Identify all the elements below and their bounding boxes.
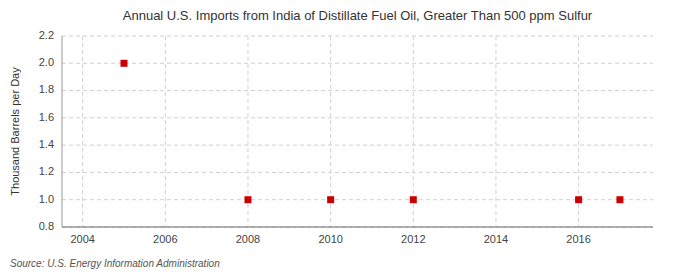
y-grid-line	[62, 117, 653, 118]
y-tick-label: 2.0	[39, 56, 54, 68]
y-tick-label: 1.6	[39, 111, 54, 123]
y-tick-label: 1.0	[39, 193, 54, 205]
x-tick-label: 2016	[566, 233, 590, 245]
x-tick-label: 2012	[401, 233, 425, 245]
chart: 0.8 1.0 1.2 1.4 1.6 1.8 2.0 2.2 2004 2006 2008 2010…	[0, 0, 675, 275]
y-grid-line	[62, 172, 653, 173]
point	[616, 196, 623, 203]
grid	[62, 36, 653, 227]
y-tick-label: 1.8	[39, 83, 54, 95]
chart-container: 0.8 1.0 1.2 1.4 1.6 1.8 2.0 2.2 2004 2006 2008 2010…	[0, 0, 675, 275]
x-grid-line	[165, 36, 166, 227]
y-tick-label: 0.8	[39, 220, 54, 232]
y-grid-line	[62, 199, 653, 200]
x-axis-line	[62, 227, 653, 228]
y-grid-line	[62, 36, 653, 37]
y-grid-line	[62, 145, 653, 146]
point	[120, 60, 127, 67]
title: Annual U.S. Imports from India of Distil…	[123, 8, 593, 23]
y-axis-line	[62, 36, 63, 227]
x-grid-line	[495, 36, 496, 227]
x-tick-label: 2008	[236, 233, 260, 245]
y-grid-line	[62, 63, 653, 64]
x-tick-label: 2014	[484, 233, 508, 245]
x-tick-label: 2004	[70, 233, 94, 245]
x-tick-label: 2010	[318, 233, 342, 245]
y-tick-label: 1.4	[39, 138, 54, 150]
x-tick-label: 2006	[153, 233, 177, 245]
y-grid-line	[62, 227, 653, 228]
y-tick-label: 2.2	[39, 29, 54, 41]
y-grid-line	[62, 90, 653, 91]
point	[410, 196, 417, 203]
source-note: Source: U.S. Energy Information Administ…	[10, 258, 220, 269]
y-axis-label: Thousand Barrels per Day	[9, 67, 21, 196]
x-grid-line	[82, 36, 83, 227]
point	[575, 196, 582, 203]
point	[327, 196, 334, 203]
point	[244, 196, 251, 203]
y-tick-label: 1.2	[39, 165, 54, 177]
points	[120, 60, 623, 203]
